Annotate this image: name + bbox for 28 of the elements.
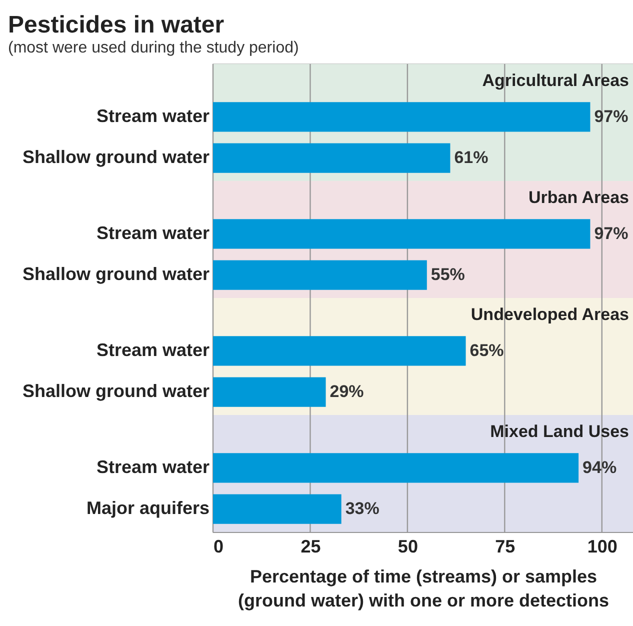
y-tick-label: Stream water xyxy=(96,456,210,477)
band-label: Undeveloped Areas xyxy=(470,305,629,324)
data-label: 61% xyxy=(454,148,488,168)
y-tick-label: Shallow ground water xyxy=(22,147,210,168)
chart-subtitle: (most were used during the study period) xyxy=(8,39,299,56)
x-tick-label: 50 xyxy=(398,536,418,556)
y-tick-label: Stream water xyxy=(96,222,210,243)
data-label: 33% xyxy=(345,499,380,518)
y-tick-label: Stream water xyxy=(96,340,210,360)
data-label: 65% xyxy=(470,340,504,360)
band-label: Mixed Land Uses xyxy=(490,422,629,441)
band-label: Urban Areas xyxy=(528,188,629,207)
y-tick-label: Stream water xyxy=(96,106,210,126)
x-tick-label: 75 xyxy=(495,536,516,556)
band-label: Agricultural Areas xyxy=(482,71,629,90)
y-tick-label: Shallow ground water xyxy=(22,381,210,402)
x-tick-label: 100 xyxy=(587,536,618,556)
data-label: 94% xyxy=(582,458,617,477)
data-label: 29% xyxy=(330,382,364,402)
data-label: 55% xyxy=(430,265,465,284)
x-tick-label: 25 xyxy=(300,536,321,556)
x-axis-title: Percentage of time (streams) or samples (ground water) with one or more detections xyxy=(238,566,610,610)
y-tick-label: Major aquifers xyxy=(86,498,210,518)
chart-title: Pesticides in water xyxy=(8,11,224,38)
data-label: 97% xyxy=(594,224,628,243)
y-tick-label: Shallow ground water xyxy=(22,264,210,284)
x-tick-label: 0 xyxy=(214,536,224,556)
data-label: 97% xyxy=(594,106,628,126)
